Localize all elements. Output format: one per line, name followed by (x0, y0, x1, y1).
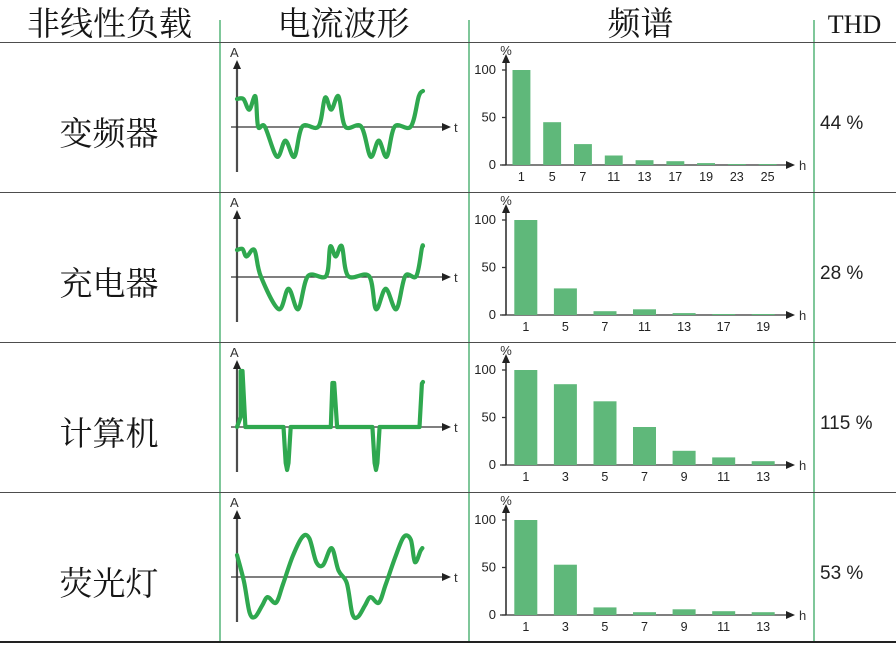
svg-text:50: 50 (482, 110, 496, 125)
svg-text:100: 100 (474, 512, 496, 527)
svg-text:13: 13 (638, 170, 652, 184)
svg-text:5: 5 (562, 320, 569, 334)
svg-text:0: 0 (489, 307, 496, 322)
svg-text:A: A (230, 195, 239, 210)
svg-text:50: 50 (482, 260, 496, 275)
svg-text:11: 11 (607, 170, 620, 184)
svg-text:23: 23 (730, 170, 744, 184)
svg-text:0: 0 (489, 457, 496, 472)
svg-text:50: 50 (482, 560, 496, 575)
svg-text:17: 17 (668, 170, 682, 184)
svg-text:1: 1 (522, 620, 529, 634)
svg-text:%: % (500, 43, 512, 58)
svg-text:t: t (454, 420, 458, 435)
svg-text:1: 1 (522, 320, 529, 334)
svg-text:1: 1 (522, 470, 529, 484)
svg-text:25: 25 (761, 170, 775, 184)
svg-text:13: 13 (677, 320, 691, 334)
svg-text:%: % (500, 493, 512, 508)
svg-text:7: 7 (601, 320, 608, 334)
svg-text:3: 3 (562, 620, 569, 634)
svg-text:13: 13 (756, 620, 770, 634)
svg-text:t: t (454, 270, 458, 285)
svg-text:A: A (230, 45, 239, 60)
svg-text:0: 0 (489, 157, 496, 172)
svg-text:t: t (454, 570, 458, 585)
svg-text:11: 11 (717, 620, 730, 634)
svg-text:100: 100 (474, 212, 496, 227)
svg-text:7: 7 (641, 620, 648, 634)
svg-text:9: 9 (681, 470, 688, 484)
svg-text:5: 5 (601, 470, 608, 484)
svg-text:11: 11 (717, 470, 730, 484)
svg-text:h: h (799, 158, 806, 173)
svg-text:%: % (500, 343, 512, 358)
svg-text:t: t (454, 120, 458, 135)
svg-text:50: 50 (482, 410, 496, 425)
svg-text:19: 19 (756, 320, 770, 334)
svg-text:13: 13 (756, 470, 770, 484)
svg-text:100: 100 (474, 62, 496, 77)
svg-text:17: 17 (717, 320, 731, 334)
svg-text:0: 0 (489, 607, 496, 622)
svg-text:7: 7 (579, 170, 586, 184)
svg-text:h: h (799, 458, 806, 473)
svg-text:11: 11 (638, 320, 651, 334)
svg-text:1: 1 (518, 170, 525, 184)
svg-text:%: % (500, 193, 512, 208)
svg-text:5: 5 (601, 620, 608, 634)
svg-text:h: h (799, 608, 806, 623)
svg-text:9: 9 (681, 620, 688, 634)
svg-text:A: A (230, 495, 239, 510)
svg-text:h: h (799, 308, 806, 323)
svg-text:5: 5 (549, 170, 556, 184)
svg-text:100: 100 (474, 362, 496, 377)
svg-text:3: 3 (562, 470, 569, 484)
svg-text:A: A (230, 345, 239, 360)
svg-text:7: 7 (641, 470, 648, 484)
svg-text:19: 19 (699, 170, 713, 184)
